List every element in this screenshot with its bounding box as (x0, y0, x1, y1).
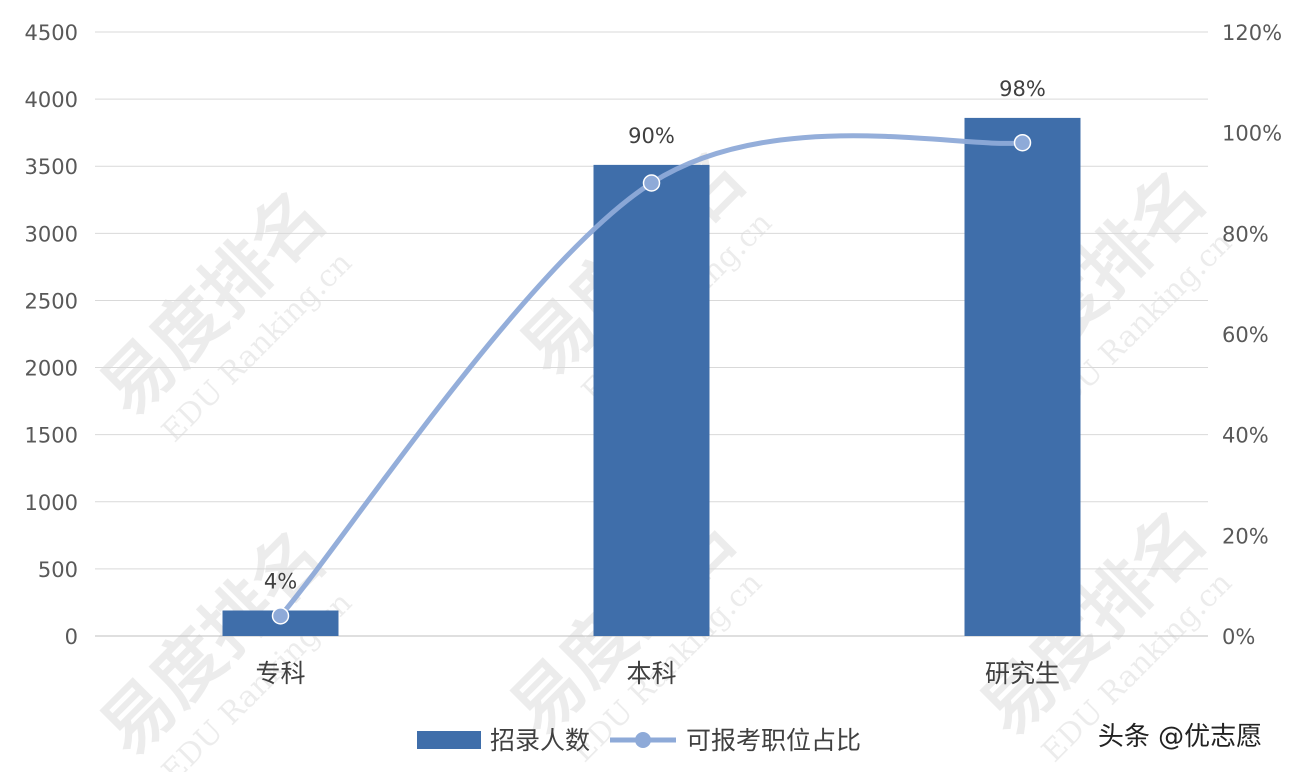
data-label: 4% (264, 569, 297, 593)
x-category-label: 研究生 (985, 659, 1060, 688)
y-left-tick-label: 1000 (25, 491, 78, 515)
signature-watermark: 头条 @优志愿 (1098, 722, 1262, 752)
bar (964, 117, 1081, 636)
y-left-tick-label: 4000 (25, 88, 78, 112)
legend-bar-label: 招录人数 (490, 726, 590, 755)
data-labels: 4% 90% 98% (264, 77, 1046, 594)
data-label: 98% (999, 77, 1046, 101)
y-right-tick-label: 120% (1222, 21, 1282, 45)
legend-line-label: 可报考职位占比 (686, 726, 861, 755)
data-label: 90% (628, 124, 675, 148)
bar (593, 164, 710, 636)
x-category-label: 本科 (626, 659, 676, 688)
y-left-tick-label: 3000 (25, 222, 78, 246)
legend-bar-swatch (417, 731, 481, 749)
y-left-tick-label: 0 (65, 625, 78, 649)
line-point-marker (1013, 133, 1032, 152)
bar-series (222, 117, 1081, 636)
y-right-tick-label: 100% (1222, 122, 1282, 146)
x-category-label: 专科 (255, 659, 305, 688)
line-series-path (278, 133, 1025, 619)
y-right-tick-label: 80% (1222, 222, 1269, 246)
y-right-tick-label: 20% (1222, 524, 1269, 548)
line-point-marker (271, 607, 290, 625)
y-left-tick-label: 4500 (25, 21, 78, 45)
y-left-tick-label: 1500 (25, 424, 78, 448)
line-series (271, 133, 1032, 625)
y-left-tick-label: 2000 (25, 357, 78, 381)
y-right-tick-label: 0% (1222, 625, 1255, 649)
y-left-tick-label: 3500 (25, 155, 78, 179)
axes: 0 500 1000 1500 2000 2500 3000 3500 4000 4500 0% 20… (25, 21, 1283, 688)
y-right-tick-label: 60% (1222, 323, 1269, 347)
y-left-tick-label: 2500 (25, 289, 78, 313)
line-point-marker (642, 174, 661, 192)
legend: 招录人数 可报考职位占比 (417, 726, 861, 755)
y-left-tick-label: 500 (38, 558, 78, 582)
legend-line-marker (635, 732, 651, 748)
y-right-tick-label: 40% (1222, 424, 1269, 448)
